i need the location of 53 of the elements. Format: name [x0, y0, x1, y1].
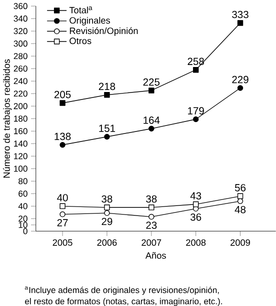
data-label: 218: [98, 82, 116, 90]
data-label: 56: [234, 184, 246, 192]
data-label: 27: [57, 219, 68, 226]
data-label: 229: [232, 76, 248, 84]
y-tick-label: 240: [14, 78, 28, 84]
y-tick-label: 180: [14, 116, 28, 122]
y-tick-label: 100: [14, 166, 28, 172]
y-tick-label: 80: [18, 178, 28, 184]
data-label: 258: [188, 58, 204, 66]
x-tick-label: 2007: [142, 239, 162, 246]
y-tick-label: 340: [14, 16, 28, 22]
x-tick-label: 2008: [186, 239, 206, 246]
data-label: 164: [144, 116, 160, 124]
text: $^{a}$Incluye además de originales y revisiones/opinión,: [24, 286, 219, 295]
data-label: 43: [190, 192, 202, 200]
data-label: 36: [190, 213, 202, 221]
legend-label: Originales: [70, 16, 110, 26]
data-label: 48: [234, 206, 246, 214]
y-tick-label: 120: [14, 153, 28, 160]
data-label: 179: [188, 107, 204, 114]
y-tick-label: 160: [14, 128, 28, 134]
y-tick-label: 60: [18, 190, 28, 197]
data-label: 40: [57, 194, 68, 202]
y-tick-label: 260: [14, 66, 28, 72]
y-tick-label: 280: [14, 53, 28, 60]
x-tick-label: 2005: [52, 239, 72, 246]
y-axis-title: Número de trabajos recibidos: [3, 59, 12, 178]
y-tick-label: 10: [18, 222, 28, 228]
y-tick-label: 200: [14, 103, 28, 110]
legend-label: Revisión/Opinión: [70, 27, 138, 36]
data-label: 38: [102, 195, 112, 203]
y-tick-label: 140: [14, 140, 28, 147]
text: el resto de formatos (notas, cartas, imaginario, etc.).: [25, 298, 222, 306]
y-tick-label: 320: [14, 28, 28, 34]
data-label: 151: [99, 124, 116, 132]
legend-label: Total$^{a}$: [69, 6, 92, 14]
data-label: 205: [54, 90, 71, 98]
data-label: 333: [232, 10, 248, 18]
data-label: 225: [143, 78, 160, 86]
y-tick-label: 0: [23, 228, 28, 234]
legend-label: Otros: [70, 38, 92, 44]
data-label: 23: [146, 222, 157, 229]
x-axis-title: Años: [145, 252, 166, 259]
x-tick-label: 2009: [230, 239, 250, 246]
x-tick-label: 2006: [97, 239, 117, 246]
y-tick-label: 220: [14, 90, 28, 97]
data-label: 138: [54, 132, 71, 140]
y-tick-label: 40: [18, 203, 28, 210]
y-tick-label: 360: [14, 3, 28, 10]
y-tick-label: 300: [14, 40, 28, 47]
data-label: 38: [146, 195, 157, 203]
y-tick-label: 20: [18, 216, 28, 222]
data-label: 29: [102, 218, 112, 226]
